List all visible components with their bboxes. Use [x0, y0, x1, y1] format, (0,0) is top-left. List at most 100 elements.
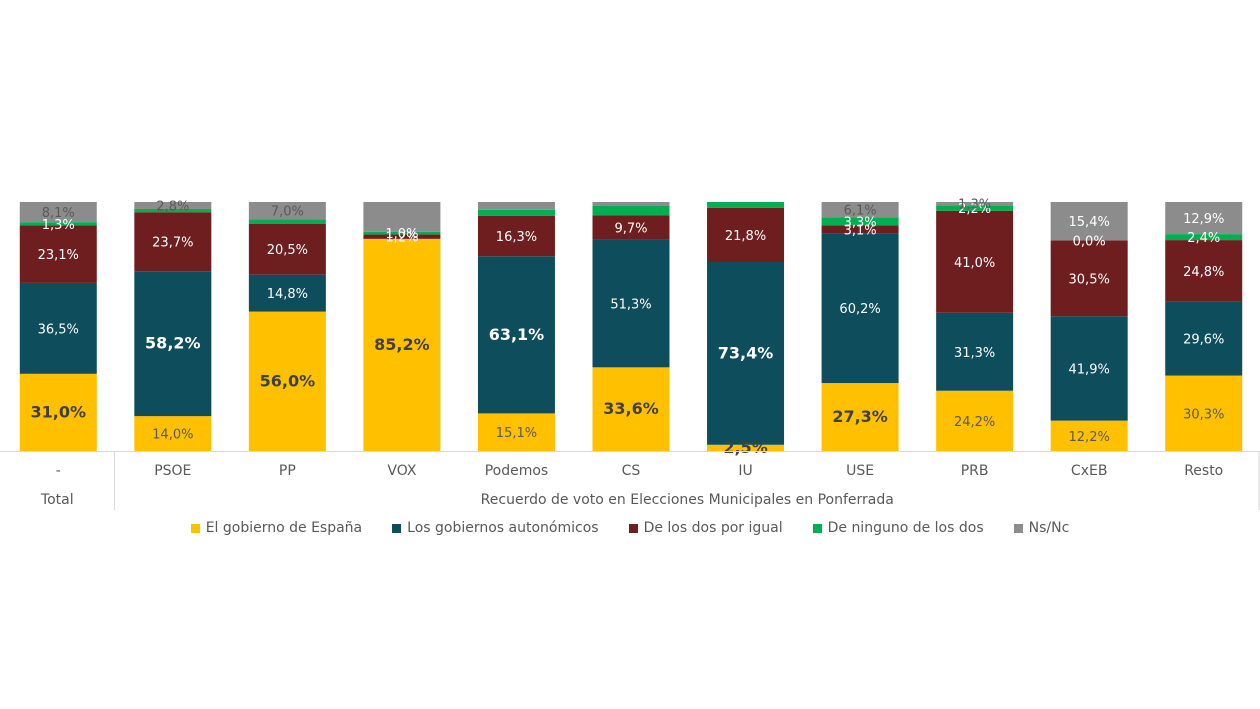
data-label: 2,2% [958, 202, 991, 217]
legend-item: Ns/Nc [1013, 520, 1070, 536]
data-label: 41,0% [954, 256, 995, 271]
bar-segment [248, 219, 326, 224]
data-label: 63,1% [489, 325, 545, 344]
legend-label: Los gobiernos autonómicos [407, 520, 599, 536]
bar-segment [248, 274, 326, 312]
category-label: CxEB [1071, 463, 1108, 479]
bar-segment [363, 234, 441, 239]
bar-segment [363, 238, 441, 451]
data-label: 24,2% [954, 415, 995, 430]
data-labels-layer: 31,0%36,5%23,1%1,3%8,1%14,0%58,2%23,7%2,… [31, 198, 1225, 457]
data-label: 1,2% [385, 231, 418, 246]
data-label: 31,3% [954, 346, 995, 361]
data-label: 33,6% [603, 399, 659, 418]
legend: El gobierno de España Los gobiernos auton… [0, 520, 1260, 536]
data-label: 23,7% [152, 236, 193, 251]
data-label: 1,3% [958, 198, 991, 213]
data-label: 7,0% [271, 205, 304, 220]
legend-label: El gobierno de España [205, 520, 363, 536]
bar-segment [707, 202, 785, 208]
category-label: - [56, 463, 61, 479]
legend-item: De ninguno de los dos [812, 520, 984, 536]
category-axis: - PSOE PP VOX Podemos CS IU USE PRB CxEB Resto Tota… [0, 451, 1260, 510]
category-label: PRB [961, 463, 989, 479]
data-label: 21,8% [725, 229, 766, 244]
bar-segment [821, 383, 899, 451]
legend-swatch [1013, 523, 1023, 533]
bar-segment [1165, 234, 1243, 241]
data-label: 8,1% [42, 206, 75, 221]
bars-layer [19, 202, 1243, 451]
data-label: 30,3% [1183, 407, 1224, 422]
bar-segment [821, 217, 899, 226]
legend-label: Ns/Nc [1028, 520, 1070, 536]
category-label: CS [622, 463, 641, 479]
bar-segment [936, 205, 1014, 211]
bar-segment [19, 225, 97, 283]
data-label: 15,1% [496, 426, 537, 441]
bar-segment [707, 262, 785, 445]
legend-item: El gobierno de España [190, 520, 363, 536]
data-label: 29,6% [1183, 333, 1224, 348]
data-label: 36,5% [38, 322, 79, 337]
data-label: 15,4% [1069, 215, 1110, 230]
category-label: Podemos [485, 463, 549, 479]
bar-segment [134, 212, 212, 272]
bar-segment [134, 208, 212, 213]
bar-segment [821, 225, 899, 234]
bar-segment [821, 233, 899, 384]
bar-segment [134, 271, 212, 417]
data-label: 41,9% [1069, 362, 1110, 377]
bar-segment [1165, 301, 1243, 376]
data-label: 1,0% [385, 227, 418, 242]
bar-segment [707, 207, 785, 263]
bar-segment [477, 209, 555, 216]
legend-swatch [628, 523, 638, 533]
data-label: 30,5% [1069, 272, 1110, 287]
bar-segment [19, 373, 97, 451]
data-label: 14,8% [267, 287, 308, 302]
bar-segment [19, 222, 97, 226]
data-label: 9,7% [614, 222, 647, 237]
group-label: Total [40, 492, 74, 508]
bar-segment [19, 282, 97, 374]
bar-segment [1050, 420, 1128, 451]
data-label: 60,2% [839, 302, 880, 317]
data-label: 31,0% [31, 402, 87, 421]
legend-item: De los dos por igual [628, 520, 783, 536]
data-label: 16,3% [496, 230, 537, 245]
data-label: 6,1% [844, 204, 877, 219]
bar-segment [248, 311, 326, 451]
bar-segment [936, 210, 1014, 313]
data-label: 56,0% [260, 371, 316, 390]
bar-segment [936, 202, 1014, 206]
legend-swatch [812, 523, 822, 533]
bar-segment [821, 202, 899, 218]
data-label: 2,4% [1187, 231, 1220, 246]
group-label: Recuerdo de voto en Elecciones Municipal… [481, 492, 894, 508]
category-label: PP [279, 463, 296, 479]
bar-segment [707, 444, 785, 451]
bar-segment [592, 202, 670, 206]
category-label: USE [846, 463, 874, 479]
data-label: 14,0% [152, 428, 193, 443]
bar-segment [1050, 316, 1128, 421]
bar-segment [134, 416, 212, 451]
bar-segment [592, 239, 670, 368]
category-label: IU [738, 463, 752, 479]
data-label: 0,0% [1073, 234, 1106, 249]
legend-item: Los gobiernos autonómicos [392, 520, 599, 536]
bar-segment [936, 390, 1014, 451]
data-label: 85,2% [374, 335, 430, 354]
bar-segment [592, 205, 670, 216]
data-label: 23,1% [38, 248, 79, 263]
data-label: 12,9% [1183, 212, 1224, 227]
bar-segment [19, 202, 97, 223]
bar-segment [1050, 240, 1128, 317]
legend-swatch [190, 523, 200, 533]
bar-segment [363, 231, 441, 235]
bar-segment [134, 202, 212, 209]
data-label: 27,3% [832, 407, 888, 426]
bar-segment [1165, 202, 1243, 235]
